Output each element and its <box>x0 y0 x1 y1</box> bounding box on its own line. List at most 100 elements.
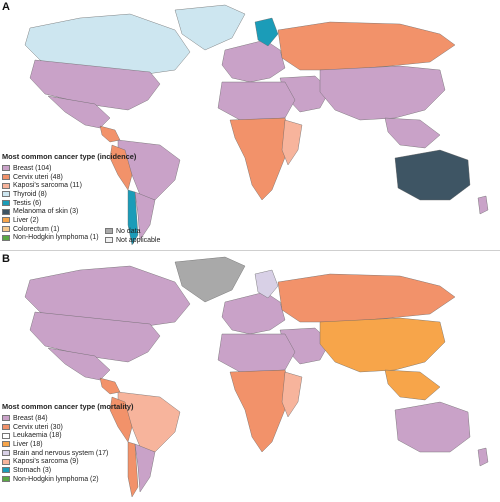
legend-swatch <box>2 450 10 457</box>
legend-extra: No data Not applicable <box>105 227 160 244</box>
panel-label: B <box>2 253 10 265</box>
region-sub-saharan-africa <box>229 369 293 453</box>
legend-title: Most common cancer type (incidence) <box>2 152 137 161</box>
legend-label: Stomach (3) <box>13 466 52 474</box>
legend-swatch <box>2 234 10 241</box>
legend-label: Kaposi's sarcoma (9) <box>13 458 79 466</box>
legend-item: Breast (84) <box>2 414 133 423</box>
region-usa <box>29 311 161 363</box>
legend-label: Colorectum (1) <box>13 225 60 233</box>
legend-label: Not applicable <box>116 236 161 244</box>
legend-label: Non-Hodgkin lymphoma (2) <box>13 475 99 483</box>
region-australia <box>394 401 471 453</box>
legend-label: Melanoma of skin (3) <box>13 208 79 216</box>
legend-item: Breast (104) <box>2 164 136 173</box>
legend-swatch <box>2 165 10 172</box>
map-panel-incidence: A Most common cancer type (incidence) Br… <box>0 0 500 250</box>
legend-item: Cervix uteri (48) <box>2 173 136 182</box>
legend-label: Cervix uteri (30) <box>13 423 63 431</box>
region-greenland <box>174 256 246 303</box>
legend-swatch <box>2 458 10 465</box>
region-new-zealand <box>477 447 489 467</box>
world-map-mortality <box>24 256 489 498</box>
legend-label: Non-Hodgkin lymphoma (1) <box>13 234 99 242</box>
region-europe <box>221 39 286 83</box>
legend-item: Cervix uteri (30) <box>2 423 133 432</box>
region-australia <box>394 149 471 201</box>
legend-label: Breast (104) <box>13 164 52 172</box>
region-sub-saharan-africa <box>229 117 293 201</box>
region-central-america <box>99 125 121 143</box>
legend-item: Non-Hodgkin lymphoma (1) <box>2 234 136 243</box>
region-greenland <box>174 4 246 51</box>
legend-label: Brain and nervous system (17) <box>13 449 109 457</box>
legend-swatch <box>2 226 10 233</box>
region-argentina <box>134 443 156 493</box>
legend-swatch <box>2 182 10 189</box>
region-scandinavia <box>254 269 279 299</box>
legend-label: Breast (84) <box>13 414 48 422</box>
legend-title: Most common cancer type (mortality) <box>2 402 134 411</box>
region-chile <box>127 189 139 246</box>
region-canada <box>24 13 191 76</box>
region-europe <box>221 291 286 335</box>
region-east-africa <box>281 371 303 418</box>
legend-item: Liver (2) <box>2 216 136 225</box>
legend-swatch <box>2 432 10 439</box>
legend-item: Non-Hodgkin lymphoma (2) <box>2 475 133 484</box>
legend-item: Kaposi's sarcoma (11) <box>2 181 136 190</box>
legend-swatch <box>2 467 10 474</box>
legend-items: Breast (104) Cervix uteri (48) Kaposi's sa… <box>2 164 136 242</box>
legend-swatch <box>2 191 10 198</box>
legend-swatch <box>2 200 10 207</box>
legend-swatch <box>2 174 10 181</box>
region-usa <box>29 59 161 111</box>
legend-swatch <box>2 441 10 448</box>
legend-item: Thyroid (8) <box>2 190 136 199</box>
region-scandinavia <box>254 17 279 47</box>
panel-divider <box>0 250 500 251</box>
legend-item: Melanoma of skin (3) <box>2 207 136 216</box>
region-canada <box>24 265 191 328</box>
legend-swatch <box>2 476 10 483</box>
region-russia <box>277 273 456 323</box>
region-new-zealand <box>477 195 489 215</box>
region-southeast-asia <box>384 369 441 401</box>
legend-swatch <box>2 424 10 431</box>
legend-item: Leukaemia (18) <box>2 431 133 440</box>
legend-label: Cervix uteri (48) <box>13 173 63 181</box>
region-asia <box>319 65 446 121</box>
legend-label: No data <box>116 227 141 235</box>
legend-label: Testis (6) <box>13 199 42 207</box>
legend-label: Liver (18) <box>13 440 43 448</box>
legend-item: Brain and nervous system (17) <box>2 449 133 458</box>
legend-item: Kaposi's sarcoma (9) <box>2 457 133 466</box>
legend-swatch <box>2 217 10 224</box>
legend-item: Liver (18) <box>2 440 133 449</box>
legend-item: Testis (6) <box>2 199 136 208</box>
legend-extra-items: No data Not applicable <box>105 227 160 244</box>
region-north-africa <box>217 81 296 121</box>
legend-item: Not applicable <box>105 236 160 245</box>
region-east-africa <box>281 119 303 166</box>
world-map-incidence <box>24 4 489 246</box>
region-chile <box>127 441 139 498</box>
legend-incidence: Most common cancer type (incidence) Brea… <box>2 152 136 242</box>
legend-label: Kaposi's sarcoma (11) <box>13 182 82 190</box>
region-southeast-asia <box>384 117 441 149</box>
region-mexico <box>47 95 111 129</box>
legend-items: Breast (84) Cervix uteri (30) Leukaemia (1… <box>2 414 133 484</box>
legend-label: Leukaemia (18) <box>13 432 62 440</box>
region-mexico <box>47 347 111 381</box>
legend-item: Stomach (3) <box>2 466 133 475</box>
panel-label: A <box>2 1 10 13</box>
region-russia <box>277 21 456 71</box>
region-argentina <box>134 191 156 241</box>
legend-swatch <box>105 237 113 244</box>
legend-label: Liver (2) <box>13 216 39 224</box>
legend-label: Thyroid (8) <box>13 190 47 198</box>
legend-mortality: Most common cancer type (mortality) Brea… <box>2 402 133 484</box>
legend-swatch <box>2 415 10 422</box>
map-panel-mortality: B Most common cancer type (mortality) Br… <box>0 252 500 502</box>
region-north-africa <box>217 333 296 373</box>
